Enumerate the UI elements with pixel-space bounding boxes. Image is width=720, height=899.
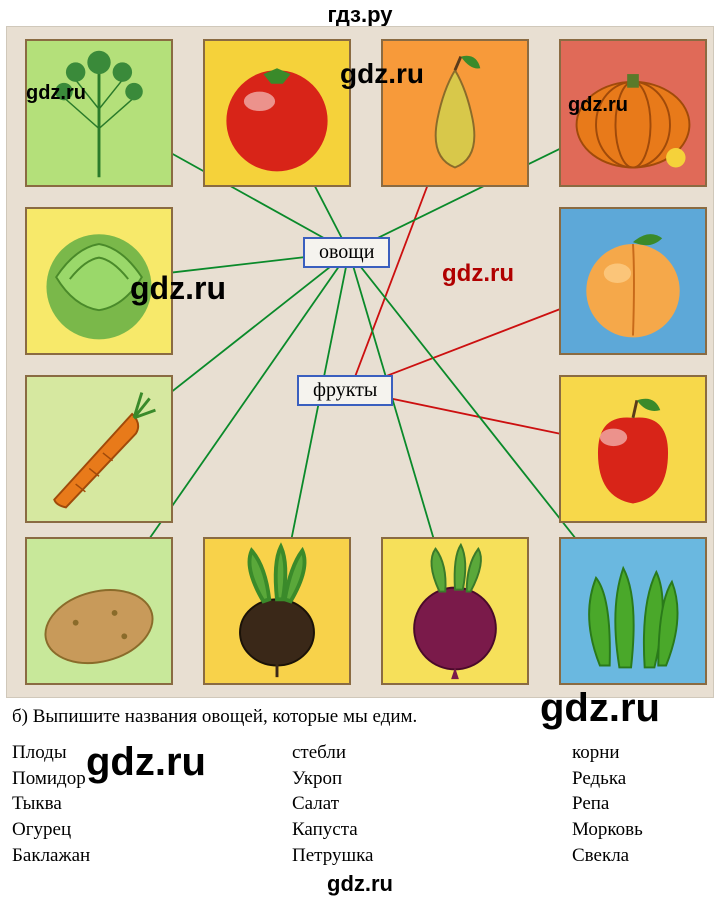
col-header: Плоды bbox=[12, 740, 292, 766]
potato-card bbox=[25, 537, 173, 685]
col-item: Капуста bbox=[292, 817, 572, 843]
answer-columns: Плоды Помидор Тыква Огурец Баклажан стеб… bbox=[12, 740, 708, 868]
radish-card bbox=[203, 537, 351, 685]
footer-watermark: gdz.ru bbox=[0, 871, 720, 897]
col-item: Редька bbox=[572, 766, 708, 792]
header-watermark: гдз.ру bbox=[0, 2, 720, 28]
col-header: стебли bbox=[292, 740, 572, 766]
column-roots: корни Редька Репа Морковь Свекла bbox=[572, 740, 708, 868]
fruits-label: фрукты bbox=[297, 375, 393, 406]
apple-card bbox=[559, 375, 707, 523]
dill-card bbox=[25, 39, 173, 187]
pear-card bbox=[381, 39, 529, 187]
col-item: Свекла bbox=[572, 843, 708, 869]
task-b-text: б) Выпишите названия овощей, которые мы … bbox=[12, 706, 417, 728]
column-stems: стебли Укроп Салат Капуста Петрушка bbox=[292, 740, 572, 868]
matching-diagram: овощи фрукты bbox=[6, 26, 714, 698]
col-item: Салат bbox=[292, 791, 572, 817]
lettuce-card bbox=[559, 537, 707, 685]
cabbage-card bbox=[25, 207, 173, 355]
carrot-card bbox=[25, 375, 173, 523]
peach-card bbox=[559, 207, 707, 355]
col-item: Тыква bbox=[12, 791, 292, 817]
column-fruits-eaten: Плоды Помидор Тыква Огурец Баклажан bbox=[12, 740, 292, 868]
col-item: Баклажан bbox=[12, 843, 292, 869]
vegetables-label: овощи bbox=[303, 237, 390, 268]
col-item: Петрушка bbox=[292, 843, 572, 869]
col-item: Помидор bbox=[12, 766, 292, 792]
tomato-card bbox=[203, 39, 351, 187]
pumpkin-card bbox=[559, 39, 707, 187]
col-item: Репа bbox=[572, 791, 708, 817]
col-item: Морковь bbox=[572, 817, 708, 843]
col-item: Огурец bbox=[12, 817, 292, 843]
beet-card bbox=[381, 537, 529, 685]
col-header: корни bbox=[572, 740, 708, 766]
col-item: Укроп bbox=[292, 766, 572, 792]
